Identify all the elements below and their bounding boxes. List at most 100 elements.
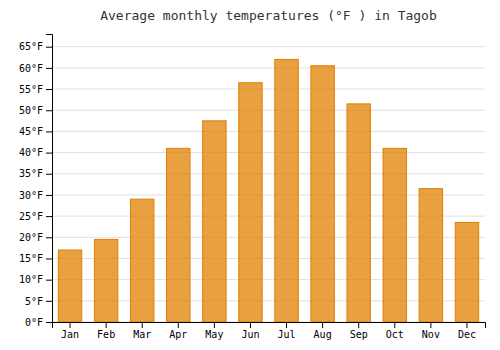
tick-mark xyxy=(178,322,179,328)
tick-mark xyxy=(46,258,52,259)
bar xyxy=(347,104,370,322)
tick-mark xyxy=(430,322,431,328)
bar xyxy=(383,148,406,322)
tick-label: Aug xyxy=(314,329,332,340)
axis-line xyxy=(53,323,486,329)
tick-label: Jun xyxy=(241,329,259,340)
tick: 55°F xyxy=(19,84,52,95)
bar xyxy=(130,199,153,322)
tick-label: Mar xyxy=(133,329,151,340)
tick-label: 5°F xyxy=(25,296,43,307)
tick-label: Jan xyxy=(61,329,79,340)
grid-line xyxy=(52,46,485,47)
tick-label: Oct xyxy=(386,329,404,340)
tick: Apr xyxy=(169,322,187,340)
tick-mark xyxy=(46,216,52,217)
tick-mark xyxy=(250,322,251,328)
tick: Aug xyxy=(314,322,332,340)
tick-mark xyxy=(142,322,143,328)
tick: 10°F xyxy=(19,274,52,285)
tick-label: 25°F xyxy=(19,211,43,222)
tick-mark xyxy=(46,68,52,69)
tick-mark xyxy=(46,301,52,302)
y-axis: 0°F 5°F 10°F 15°F 20°F 25°F 30°F 35°F 40°F 45°F 50… xyxy=(19,35,53,328)
bar xyxy=(94,239,117,322)
tick: Jan xyxy=(61,322,79,340)
tick: 40°F xyxy=(19,147,52,158)
grid xyxy=(52,47,485,322)
tick-label: May xyxy=(205,329,223,340)
bar xyxy=(203,121,226,322)
tick-mark xyxy=(46,174,52,175)
tick-mark xyxy=(46,237,52,238)
tick-mark xyxy=(358,322,359,328)
plot: 0°F 5°F 10°F 15°F 20°F 25°F 30°F 35°F 40°F 45°F 50… xyxy=(19,35,486,341)
tick: Jun xyxy=(241,322,259,340)
bar xyxy=(239,83,262,322)
bar xyxy=(419,189,442,322)
tick-mark xyxy=(322,322,323,328)
chart: 0°F 5°F 10°F 15°F 20°F 25°F 30°F 35°F 40°F 45°F 50… xyxy=(0,0,500,350)
title: Average monthly temperatures (°F ) in Ta… xyxy=(100,8,437,23)
tick: 50°F xyxy=(19,105,52,116)
tick-label: 0°F xyxy=(25,317,43,328)
tick-label: 15°F xyxy=(19,253,43,264)
tick-mark xyxy=(286,322,287,328)
tick-mark xyxy=(46,110,52,111)
grid-line xyxy=(52,152,485,153)
tick: Oct xyxy=(386,322,404,340)
tick: May xyxy=(205,322,223,340)
tick-label: Jul xyxy=(278,329,296,340)
tick: 35°F xyxy=(19,168,52,179)
tick-mark xyxy=(466,322,467,328)
tick-label: Apr xyxy=(169,329,187,340)
tick-mark xyxy=(46,89,52,90)
tick-label: Feb xyxy=(97,329,115,340)
tick: Feb xyxy=(97,322,115,340)
tick: 25°F xyxy=(19,211,52,222)
bar xyxy=(167,148,190,322)
bar xyxy=(455,222,478,322)
bar xyxy=(311,66,334,322)
bars xyxy=(58,59,478,322)
tick: 30°F xyxy=(19,190,52,201)
axis-line xyxy=(46,35,53,323)
tick: Jul xyxy=(278,322,296,340)
x-axis: Jan Feb Mar Apr May Jun Jul Aug Sep Oct Nov Dec xyxy=(53,322,486,340)
grid-line xyxy=(52,110,485,111)
grid-line xyxy=(52,67,485,68)
tick-mark xyxy=(46,131,52,132)
tick-label: 40°F xyxy=(19,147,43,158)
tick-mark xyxy=(214,322,215,328)
tick: 15°F xyxy=(19,253,52,264)
tick: 20°F xyxy=(19,232,52,243)
tick-mark xyxy=(46,153,52,154)
tick-mark xyxy=(46,195,52,196)
tick-label: 10°F xyxy=(19,274,43,285)
tick-label: 45°F xyxy=(19,126,43,137)
tick: Nov xyxy=(422,322,440,340)
bar xyxy=(275,59,298,322)
grid-line xyxy=(52,89,485,90)
tick: 0°F xyxy=(25,317,52,328)
tick: 5°F xyxy=(25,296,52,307)
tick-mark xyxy=(46,322,52,323)
tick-label: Dec xyxy=(458,329,476,340)
tick-label: Sep xyxy=(350,329,368,340)
tick: 60°F xyxy=(19,63,52,74)
grid-line xyxy=(52,173,485,174)
tick-label: 20°F xyxy=(19,232,43,243)
tick: Mar xyxy=(133,322,151,340)
tick-mark xyxy=(394,322,395,328)
tick-mark xyxy=(46,280,52,281)
tick-label: 35°F xyxy=(19,168,43,179)
tick-label: 30°F xyxy=(19,190,43,201)
tick: 65°F xyxy=(19,41,52,52)
tick-mark xyxy=(70,322,71,328)
tick-label: 55°F xyxy=(19,84,43,95)
tick-mark xyxy=(106,322,107,328)
bar xyxy=(58,250,81,322)
tick: Dec xyxy=(458,322,476,340)
tick: Sep xyxy=(350,322,368,340)
tick: 45°F xyxy=(19,126,52,137)
